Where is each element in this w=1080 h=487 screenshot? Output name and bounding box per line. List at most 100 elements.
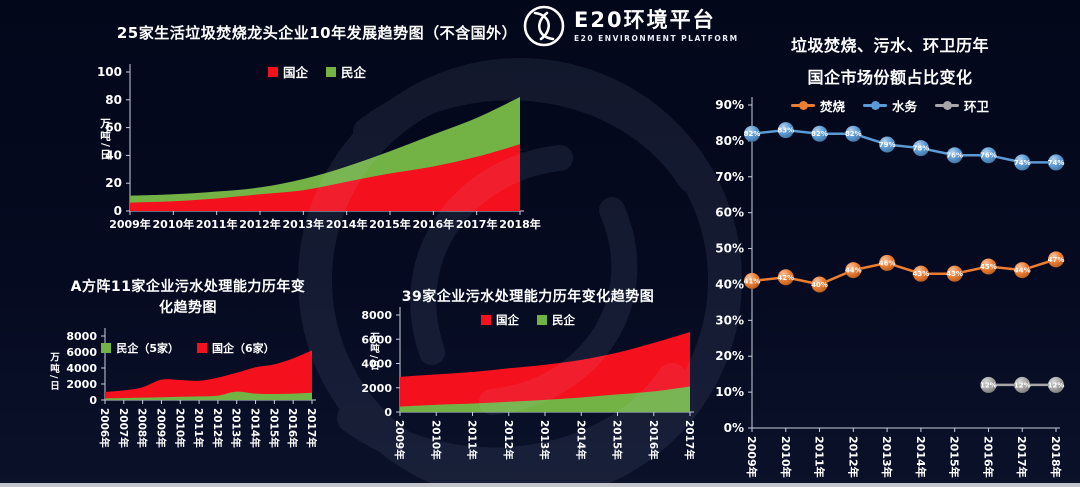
svg-text:2017年: 2017年 — [456, 217, 498, 231]
svg-text:2016年: 2016年 — [647, 420, 660, 460]
svg-text:2015年: 2015年 — [369, 217, 411, 231]
svg-text:0: 0 — [384, 406, 392, 419]
svg-text:2018年: 2018年 — [1049, 436, 1063, 478]
chart-legend: 焚烧 水务 环卫 — [700, 96, 1080, 115]
svg-text:82%: 82% — [744, 130, 761, 138]
chart-title-line2: 化趋势图 — [159, 300, 217, 316]
bottom-edge-strip — [0, 483, 1080, 487]
svg-text:44%: 44% — [845, 267, 862, 275]
svg-text:2010年: 2010年 — [779, 436, 793, 478]
svg-text:2011年: 2011年 — [196, 217, 238, 231]
svg-text:2014年: 2014年 — [574, 420, 587, 460]
svg-text:0: 0 — [89, 394, 97, 407]
legend-item: 民企（5家） — [101, 340, 179, 356]
svg-text:2008年: 2008年 — [136, 408, 149, 448]
svg-text:2015年: 2015年 — [948, 436, 962, 478]
legend-item: 国企 — [481, 312, 519, 328]
svg-text:43%: 43% — [913, 270, 930, 278]
svg-text:2015年: 2015年 — [611, 420, 624, 460]
legend-swatch-icon — [197, 343, 207, 353]
market-share-chart-canvas: 0% 10% 20% 30% 40% 50% 60% 70% 80% 90% 2009年 2010年 2… — [715, 97, 1065, 478]
svg-text:12%: 12% — [1014, 381, 1031, 389]
svg-text:50%: 50% — [715, 242, 744, 256]
svg-text:76%: 76% — [946, 152, 963, 160]
svg-text:90%: 90% — [715, 98, 744, 112]
svg-text:2014年: 2014年 — [326, 217, 368, 231]
svg-text:40%: 40% — [811, 281, 828, 289]
svg-text:74%: 74% — [1048, 159, 1065, 167]
svg-text:2009年: 2009年 — [154, 408, 167, 448]
svg-text:44%: 44% — [1014, 267, 1031, 275]
svg-text:100: 100 — [97, 65, 122, 79]
svg-text:2010年: 2010年 — [173, 408, 186, 448]
svg-text:2011年: 2011年 — [813, 436, 827, 478]
svg-text:2016年: 2016年 — [413, 217, 455, 231]
svg-text:2010年: 2010年 — [153, 217, 195, 231]
svg-text:47%: 47% — [1048, 256, 1065, 264]
a-fleet-sewage-chart: A方阵11家企业污水处理能力历年变 化趋势图 民企（5家） 国企（6家） 万吨/日… — [38, 270, 338, 487]
legend-item: 国企 — [267, 62, 308, 81]
svg-text:60%: 60% — [715, 206, 744, 220]
svg-text:82%: 82% — [811, 130, 828, 138]
svg-text:40: 40 — [105, 148, 122, 162]
svg-text:79%: 79% — [879, 141, 896, 149]
legend-line-marker-icon — [790, 101, 815, 110]
chart-legend: 国企 民企 — [78, 62, 556, 81]
legend-label: 国企（6家） — [212, 342, 275, 355]
chart-title-line1: A方阵11家企业污水处理能力历年变 — [70, 279, 306, 295]
svg-text:30%: 30% — [715, 313, 744, 327]
svg-text:2015年: 2015年 — [267, 408, 280, 448]
svg-text:2017年: 2017年 — [305, 408, 318, 448]
legend-item: 水务 — [862, 96, 917, 115]
svg-text:4000: 4000 — [66, 362, 97, 375]
legend-item: 民企 — [326, 62, 366, 81]
svg-text:2011年: 2011年 — [192, 408, 205, 448]
legend-swatch-icon — [101, 343, 112, 353]
legend-item: 民企 — [537, 312, 575, 328]
svg-text:2017年: 2017年 — [1015, 436, 1029, 478]
svg-text:2000: 2000 — [361, 382, 392, 395]
svg-text:8000: 8000 — [66, 330, 97, 343]
svg-text:76%: 76% — [980, 152, 997, 160]
legend-item: 国企（6家） — [197, 340, 275, 356]
svg-text:6000: 6000 — [361, 333, 392, 346]
chart-title: 39家企业污水处理能力历年变化趋势图 — [401, 289, 655, 305]
legend-line-marker-icon — [935, 101, 959, 110]
svg-text:45%: 45% — [980, 263, 997, 271]
svg-text:2012年: 2012年 — [211, 408, 224, 448]
y-axis-label: 万吨/日 — [99, 118, 111, 162]
legend-swatch-icon — [537, 315, 547, 325]
svg-text:2000: 2000 — [66, 378, 97, 391]
svg-text:42%: 42% — [777, 274, 794, 282]
chart-legend: 国企 民企 — [352, 312, 704, 328]
legend-label: 国企 — [496, 313, 519, 327]
svg-text:12%: 12% — [1048, 381, 1065, 389]
svg-text:10%: 10% — [715, 385, 744, 399]
svg-text:2009年: 2009年 — [109, 217, 151, 231]
svg-text:78%: 78% — [913, 145, 930, 153]
svg-text:2012年: 2012年 — [846, 436, 860, 478]
svg-text:8000: 8000 — [361, 309, 392, 322]
svg-text:2007年: 2007年 — [117, 408, 130, 448]
svg-text:2009年: 2009年 — [393, 420, 406, 460]
logo-title: E20环境平台 — [574, 8, 716, 33]
sewage-39-companies-chart: 39家企业污水处理能力历年变化趋势图 国企 民企 万吨/日 0 2000 4000 60… — [352, 282, 704, 487]
svg-text:2012年: 2012年 — [502, 420, 515, 460]
a-fleet-chart-canvas: 0 2000 4000 6000 8000 2006年 2007年 2008年 2009年 201… — [66, 328, 318, 448]
legend-swatch-icon — [326, 66, 336, 77]
svg-text:2013年: 2013年 — [880, 436, 894, 478]
svg-text:40%: 40% — [715, 277, 744, 291]
svg-text:2012年: 2012年 — [239, 217, 281, 231]
legend-line-marker-icon — [862, 101, 887, 110]
legend-label: 民企（5家） — [116, 342, 179, 355]
svg-text:60: 60 — [105, 121, 122, 135]
y-axis-label: 万吨/日 — [48, 352, 59, 392]
svg-text:80: 80 — [105, 93, 122, 107]
svg-text:2010年: 2010年 — [429, 420, 442, 460]
svg-text:4000: 4000 — [361, 358, 392, 371]
legend-item: 环卫 — [935, 96, 989, 115]
logo-subtitle: E20 ENVIRONMENT PLATFORM — [574, 33, 739, 43]
chart-title: 25家生活垃圾焚烧龙头企业10年发展趋势图（不含国外） — [116, 24, 518, 42]
